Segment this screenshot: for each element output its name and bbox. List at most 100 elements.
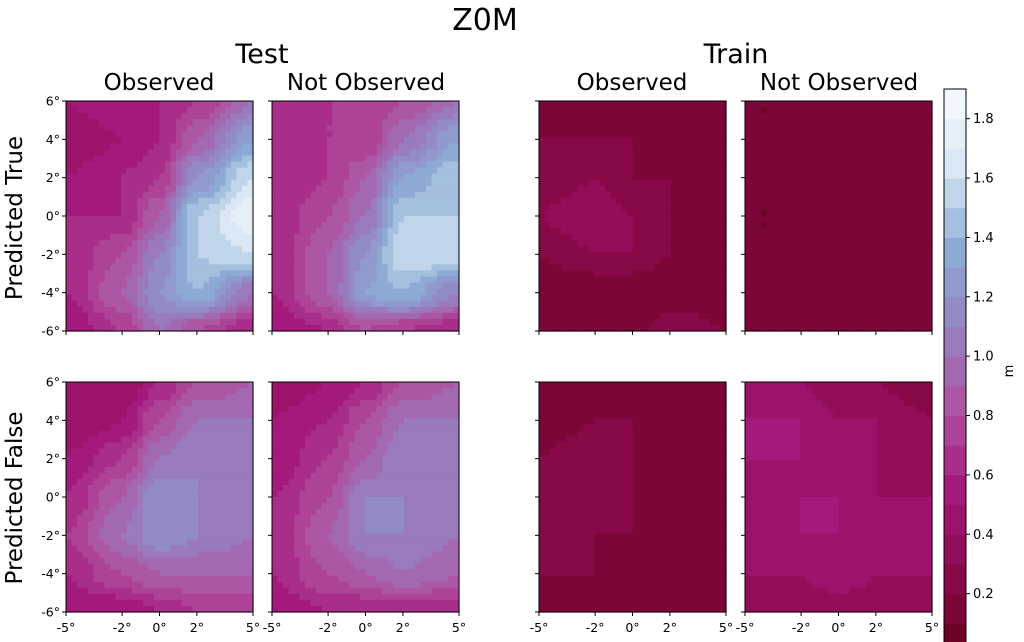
heat-cell [649, 191, 656, 199]
heat-cell [855, 276, 862, 284]
heat-cell [720, 125, 727, 132]
heat-cell [420, 143, 427, 151]
heat-cell [159, 228, 166, 235]
heat-cell [915, 209, 922, 217]
heat-cell [99, 197, 106, 205]
heat-cell [426, 258, 433, 266]
heat-cell [577, 246, 584, 253]
heat-cell [242, 209, 249, 217]
heat-cell [588, 312, 595, 320]
heat-cell [404, 101, 411, 108]
heat-cell [855, 101, 862, 108]
heat-cell [214, 270, 221, 278]
heat-cell [126, 228, 133, 235]
heat-cell [616, 228, 623, 235]
heat-cell [632, 294, 639, 302]
heat-cell [871, 282, 878, 290]
heat-cell [860, 228, 867, 235]
heat-cell [420, 113, 427, 120]
heat-cell [572, 306, 579, 314]
heat-cell [420, 318, 427, 326]
heat-cell [638, 119, 645, 126]
heat-cell [288, 294, 295, 302]
heat-cell [214, 125, 221, 132]
heat-cell [170, 276, 177, 284]
heat-cell [104, 203, 111, 211]
heat-cell [572, 107, 579, 114]
heat-cell [321, 222, 328, 229]
heat-cell [247, 306, 254, 314]
heat-cell [555, 294, 562, 302]
heat-cell [409, 318, 416, 326]
heat-cell [382, 125, 389, 132]
heat-cell [115, 143, 122, 151]
heat-cell [176, 131, 183, 138]
heat-cell [349, 234, 356, 241]
heat-cell [838, 240, 845, 247]
heat-cell [316, 179, 323, 187]
heat-cell [926, 179, 933, 187]
heat-cell [176, 246, 183, 253]
heat-cell [209, 246, 216, 253]
heat-cell [198, 161, 205, 169]
heat-cell [316, 234, 323, 241]
heat-cell [115, 240, 122, 247]
heat-cell [181, 228, 188, 235]
heat-cell [126, 216, 133, 223]
heat-cell [338, 107, 345, 114]
heat-cell [827, 173, 834, 181]
y-tick-label: -4° [41, 285, 60, 300]
heat-cell [665, 234, 672, 241]
heat-cell [627, 270, 634, 278]
heat-cell [382, 203, 389, 211]
heat-cell [778, 137, 785, 144]
heat-cell [181, 222, 188, 229]
heat-cell [420, 203, 427, 211]
heat-cell [588, 294, 595, 302]
heat-cell [321, 155, 328, 163]
heat-cell [866, 107, 873, 114]
heat-cell [588, 270, 595, 278]
heat-cell [704, 149, 711, 157]
heat-cell [610, 276, 617, 284]
heat-cell [371, 125, 378, 132]
heat-cell [715, 228, 722, 235]
heat-cell [805, 137, 812, 144]
heat-cell [283, 276, 290, 284]
heat-cell [704, 252, 711, 259]
heat-cell [104, 240, 111, 247]
heat-cell [99, 300, 106, 308]
row-label-predicted-false: Predicted False [2, 411, 28, 584]
heat-cell [767, 252, 774, 259]
heat-cell [354, 258, 361, 266]
heat-cell [198, 209, 205, 217]
heat-cell [767, 288, 774, 296]
heat-cell [687, 324, 694, 332]
heat-cell [693, 137, 700, 144]
heat-cell [360, 222, 367, 229]
heat-cell [71, 209, 78, 217]
heat-cell [349, 240, 356, 247]
heat-cell [442, 240, 449, 247]
heat-cell [794, 264, 801, 272]
heat-cell [794, 203, 801, 211]
heat-cell [437, 131, 444, 138]
heat-cell [649, 246, 656, 253]
heat-cell [709, 300, 716, 308]
heat-cell [299, 240, 306, 247]
heat-cell [566, 137, 573, 144]
heat-cell [871, 185, 878, 193]
heat-cell [594, 282, 601, 290]
heat-cell [159, 149, 166, 157]
column-label-train-not-observed: Not Observed [760, 70, 918, 96]
heat-cell [816, 161, 823, 169]
heat-cell [143, 197, 150, 205]
heat-cell [827, 179, 834, 187]
heat-cell [225, 252, 232, 259]
heat-cell [272, 161, 279, 169]
heat-cell [272, 222, 279, 229]
heat-cell [627, 161, 634, 169]
heat-cell [365, 282, 372, 290]
heat-cell [715, 276, 722, 284]
heat-cell [805, 270, 812, 278]
